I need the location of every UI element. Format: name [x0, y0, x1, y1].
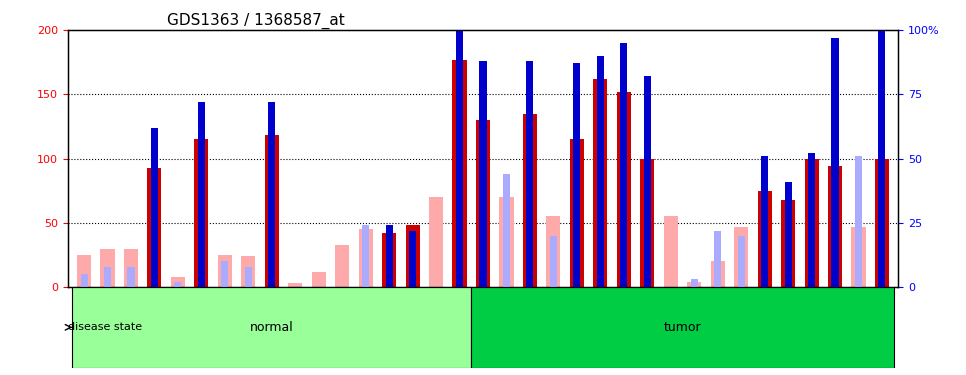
Bar [503, 267, 510, 287]
Bar [72, 287, 471, 368]
Bar [761, 156, 768, 287]
Bar [757, 191, 772, 287]
Bar [643, 76, 651, 287]
Bar [664, 216, 678, 287]
Bar [734, 227, 749, 287]
Text: normal: normal [250, 321, 294, 334]
Bar [523, 114, 537, 287]
Bar [429, 197, 443, 287]
Bar [217, 255, 232, 287]
Bar [358, 229, 373, 287]
Bar [734, 227, 749, 287]
Bar [312, 272, 326, 287]
Bar [242, 256, 255, 287]
Bar [832, 38, 838, 287]
Bar [409, 231, 416, 287]
Bar [312, 272, 326, 287]
Bar [385, 225, 392, 287]
Bar [714, 269, 722, 287]
Bar [171, 277, 185, 287]
Bar [664, 216, 678, 287]
Bar [691, 279, 697, 287]
Bar [691, 279, 697, 287]
Bar [221, 267, 228, 287]
Bar [640, 159, 654, 287]
Bar [383, 233, 396, 287]
Bar [781, 200, 795, 287]
Bar [878, 22, 886, 287]
Bar [805, 159, 818, 287]
Bar [550, 236, 557, 287]
Text: disease state: disease state [68, 322, 142, 332]
Bar [406, 225, 419, 287]
Bar [476, 120, 490, 287]
Bar [616, 92, 631, 287]
Bar [597, 56, 604, 287]
Bar [265, 135, 279, 287]
Bar [808, 153, 815, 287]
Bar [499, 197, 514, 287]
Bar [875, 159, 889, 287]
Bar [194, 139, 209, 287]
Bar [358, 229, 373, 287]
Bar [499, 274, 514, 287]
Bar [570, 139, 583, 287]
Bar [574, 63, 581, 287]
Bar [171, 277, 185, 287]
Bar [288, 283, 302, 287]
Bar [711, 261, 724, 287]
Bar [547, 225, 560, 287]
Bar [851, 227, 866, 287]
Bar [104, 267, 111, 287]
Bar [784, 182, 791, 287]
Bar [593, 79, 608, 287]
Bar [77, 255, 91, 287]
Bar [269, 102, 275, 287]
Bar [217, 255, 232, 287]
Bar [242, 256, 255, 287]
Bar [429, 197, 443, 287]
Bar [335, 245, 350, 287]
Bar [221, 261, 228, 287]
Bar [851, 227, 866, 287]
Text: GDS1363 / 1368587_at: GDS1363 / 1368587_at [167, 12, 345, 28]
Bar [100, 249, 115, 287]
Bar [100, 249, 115, 287]
Bar [362, 225, 369, 287]
Bar [547, 216, 560, 287]
Bar [148, 168, 161, 287]
Bar [711, 261, 724, 287]
Bar [620, 43, 627, 287]
Bar [714, 231, 722, 287]
Bar [456, 22, 463, 287]
Text: tumor: tumor [664, 321, 701, 334]
Bar [198, 102, 205, 287]
Bar [503, 174, 510, 287]
Bar [80, 274, 88, 287]
Bar [550, 249, 557, 287]
Bar [124, 249, 138, 287]
Bar [526, 61, 533, 287]
Bar [479, 61, 487, 287]
Bar [738, 236, 745, 287]
Bar [288, 283, 302, 287]
Bar [687, 282, 701, 287]
Bar [452, 60, 467, 287]
Bar [128, 267, 134, 287]
Bar [855, 156, 862, 287]
Bar [244, 267, 252, 287]
Bar [175, 282, 182, 287]
Bar [244, 272, 252, 287]
Bar [687, 282, 701, 287]
Bar [77, 255, 91, 287]
Bar [471, 287, 894, 368]
Bar [124, 249, 138, 287]
Bar [335, 245, 350, 287]
Bar [828, 166, 842, 287]
Bar [151, 128, 158, 287]
